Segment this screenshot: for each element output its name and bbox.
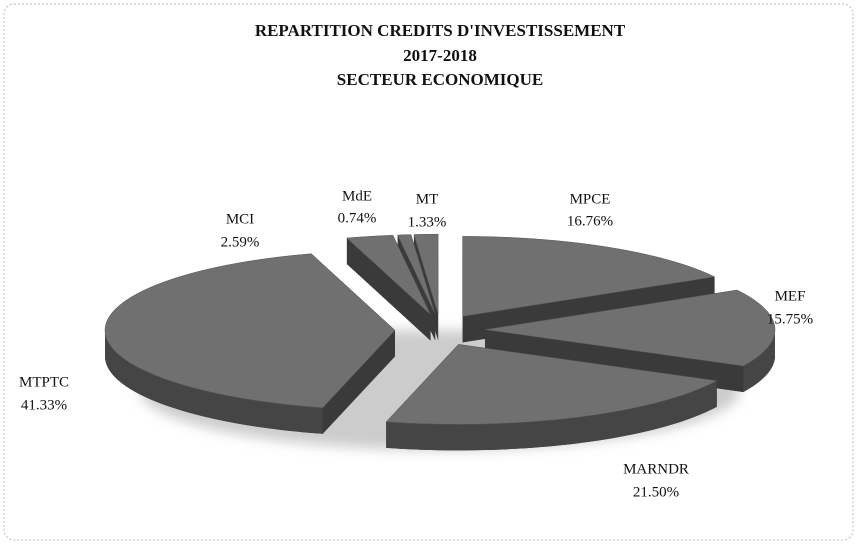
pie-slice bbox=[484, 289, 776, 393]
slice-label: MT bbox=[416, 191, 439, 207]
slice-label: MdE bbox=[342, 188, 372, 204]
slice-edge bbox=[105, 330, 323, 434]
slice-side bbox=[322, 330, 396, 434]
chart-subtitle: 2017-2018 bbox=[403, 46, 477, 65]
slice-edge bbox=[386, 380, 717, 451]
pie-slice bbox=[104, 253, 396, 434]
value-label: 41.33% bbox=[21, 397, 67, 413]
chart-title: REPARTITION CREDITS D'INVESTISSEMENT bbox=[255, 21, 626, 40]
value-label: 1.33% bbox=[408, 214, 447, 230]
slice-edge bbox=[743, 329, 775, 393]
slice-side bbox=[346, 238, 431, 341]
slice-top bbox=[484, 289, 776, 367]
slice-top bbox=[397, 234, 436, 315]
slice-top bbox=[413, 234, 439, 315]
slice-label: MCI bbox=[226, 211, 254, 227]
slice-top bbox=[462, 236, 716, 317]
value-label: 15.75% bbox=[767, 311, 813, 327]
slice-top bbox=[346, 235, 431, 315]
value-label: 0.74% bbox=[338, 210, 377, 226]
slice-label: MEF bbox=[775, 288, 806, 304]
slice-label: MTPTC bbox=[19, 374, 69, 390]
value-label: 16.76% bbox=[567, 213, 613, 229]
value-label: 21.50% bbox=[633, 484, 679, 500]
chart-subtitle: SECTEUR ECONOMIQUE bbox=[337, 70, 543, 89]
value-label: 2.59% bbox=[221, 234, 260, 250]
slice-top bbox=[104, 253, 396, 409]
pie-slice bbox=[385, 344, 718, 451]
slice-top bbox=[385, 344, 718, 425]
slice-label: MPCE bbox=[570, 191, 611, 207]
slice-label: MARNDR bbox=[623, 461, 689, 477]
pie-slice bbox=[346, 235, 431, 341]
